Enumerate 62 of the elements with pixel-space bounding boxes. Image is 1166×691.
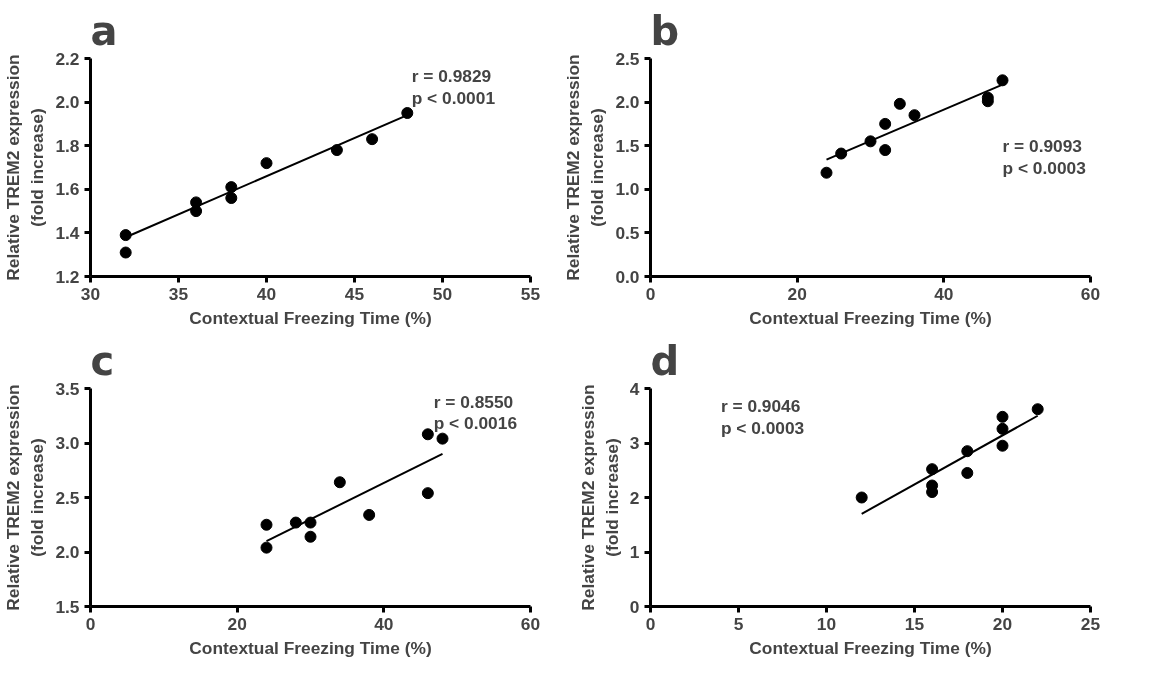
y-tick-label: 2.0 — [55, 542, 80, 562]
y-tick-label: 3.5 — [55, 378, 80, 399]
x-tick-label: 30 — [80, 283, 101, 304]
x-tick-label: 0 — [85, 613, 96, 634]
y-tick-label: 2.0 — [615, 92, 640, 113]
x-axis-title: Contextual Freezing Time (%) — [749, 637, 992, 658]
annotation: r = 0.8550 — [433, 391, 514, 412]
y-tick-label: 3.0 — [55, 433, 80, 453]
chart-title: d — [650, 337, 680, 384]
y-tick-label: 3 — [629, 433, 640, 453]
x-tick-label: 35 — [168, 283, 189, 304]
chart-title: b — [650, 7, 680, 54]
y-tick-label: 0.5 — [615, 222, 640, 243]
y-axis-title: Relative TREM2 expression (fold increase) — [563, 54, 608, 281]
x-tick-label: 55 — [520, 283, 541, 304]
x-tick-label: 20 — [227, 613, 247, 634]
x-tick-label: 0 — [645, 283, 656, 304]
x-tick-label: 40 — [374, 613, 394, 634]
x-axis-title: Contextual Freezing Time (%) — [749, 307, 992, 328]
y-axis-title: Relative TREM2 expression (fold increase) — [577, 384, 622, 611]
annotation: p < 0.0003 — [720, 417, 805, 438]
y-tick-label: 1.0 — [615, 179, 640, 200]
x-tick-label: 60 — [1080, 283, 1101, 304]
x-tick-label: 5 — [733, 613, 744, 634]
y-tick-label: 2.2 — [55, 48, 80, 69]
x-tick-label: 50 — [432, 283, 453, 304]
x-tick-label: 10 — [816, 613, 837, 634]
x-axis-title: Contextual Freezing Time (%) — [189, 637, 432, 658]
y-tick-label: 1 — [629, 542, 640, 562]
y-tick-label: 1.4 — [55, 222, 80, 243]
annotation: r = 0.9829 — [411, 65, 492, 86]
y-tick-label: 2.0 — [55, 92, 80, 113]
x-axis-title: Contextual Freezing Time (%) — [189, 307, 432, 328]
y-axis-title: Relative TREM2 expression (fold increase) — [3, 54, 48, 281]
y-tick-label: 4 — [629, 378, 640, 399]
y-tick-label: 2 — [629, 487, 640, 508]
x-tick-label: 20 — [787, 283, 807, 304]
annotation: r = 0.9046 — [720, 395, 801, 416]
chart-title: a — [90, 7, 118, 54]
x-tick-label: 45 — [344, 283, 365, 304]
y-tick-label: 1.6 — [55, 179, 80, 200]
x-tick-label: 60 — [520, 613, 541, 634]
y-tick-label: 2.5 — [55, 487, 80, 508]
y-tick-label: 1.5 — [55, 596, 80, 617]
annotation: p < 0.0001 — [411, 87, 496, 108]
chart-title: c — [90, 337, 115, 384]
annotation: r = 0.9093 — [1002, 135, 1083, 156]
x-tick-label: 40 — [934, 283, 954, 304]
x-tick-label: 40 — [256, 283, 277, 304]
y-tick-label: 1.5 — [615, 135, 640, 156]
x-tick-label: 20 — [992, 613, 1013, 634]
y-tick-label: 0.0 — [615, 266, 640, 287]
annotation: p < 0.0016 — [433, 413, 518, 434]
annotation: p < 0.0003 — [1002, 157, 1087, 178]
y-axis-title: Relative TREM2 expression (fold increase) — [3, 384, 48, 611]
y-tick-label: 0 — [629, 596, 640, 617]
x-tick-label: 0 — [645, 613, 656, 634]
y-tick-label: 1.2 — [55, 266, 80, 287]
y-tick-label: 1.8 — [55, 135, 80, 156]
x-tick-label: 15 — [904, 613, 925, 634]
y-tick-label: 2.5 — [615, 48, 640, 69]
x-tick-label: 25 — [1080, 613, 1101, 634]
